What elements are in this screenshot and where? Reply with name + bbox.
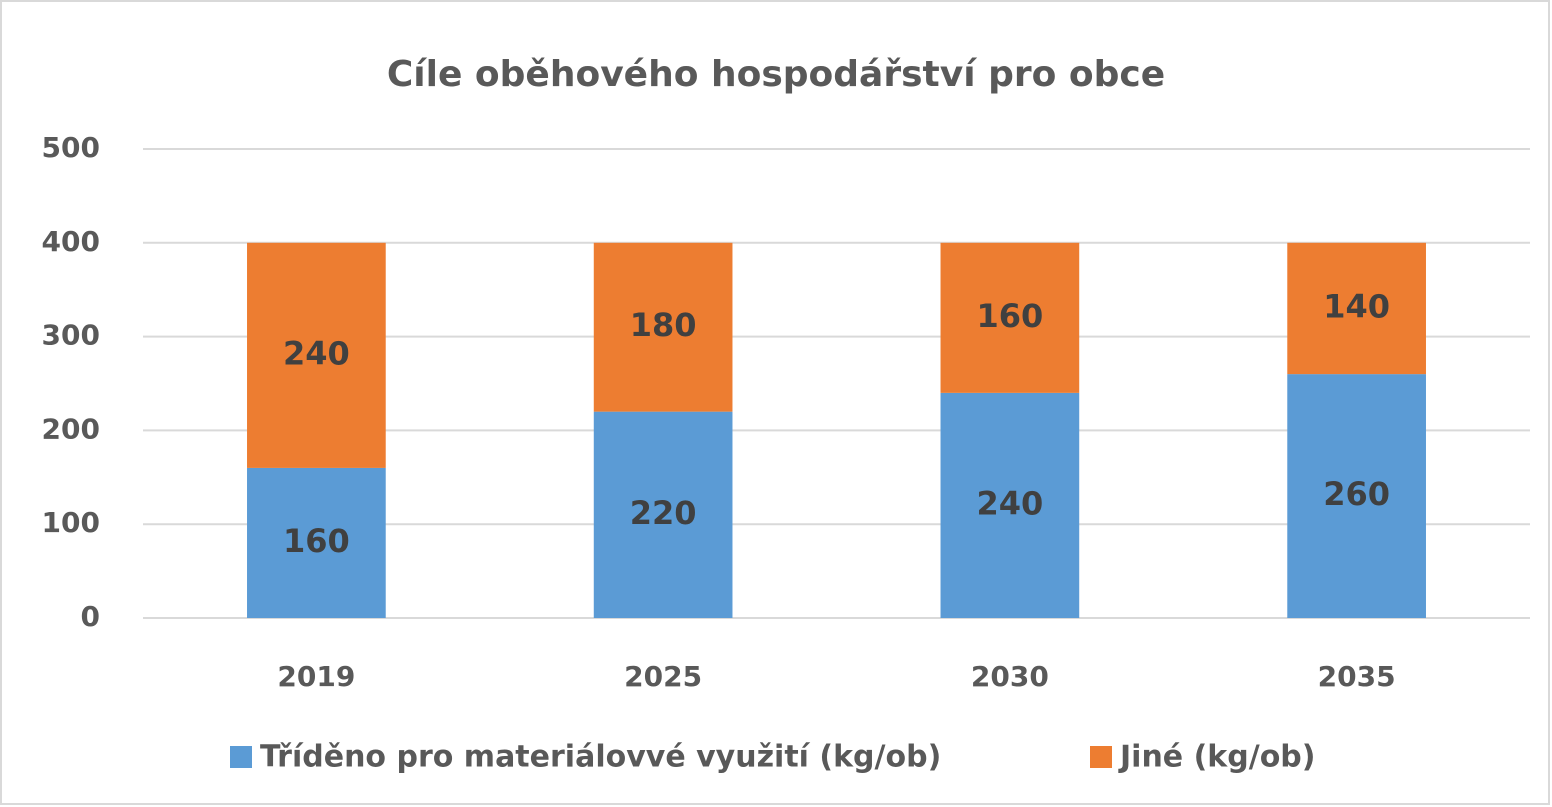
data-label: 160	[976, 297, 1043, 335]
x-tick-label: 2030	[971, 660, 1049, 693]
data-label: 260	[1323, 475, 1390, 513]
y-tick-label: 400	[42, 225, 100, 258]
y-tick-label: 500	[42, 131, 100, 164]
x-tick-label: 2035	[1318, 660, 1396, 693]
y-tick-label: 0	[81, 600, 100, 633]
bar-segment	[593, 411, 733, 618]
bar-segment	[1287, 242, 1426, 375]
data-label: 160	[283, 522, 350, 560]
bar-segment	[593, 242, 733, 412]
data-label: 180	[630, 306, 697, 344]
legend-swatch	[230, 746, 252, 768]
legend-label: Tříděno pro materiálovvé využití (kg/ob)	[260, 740, 941, 775]
x-tick-label: 2019	[277, 660, 355, 693]
data-label: 240	[283, 334, 350, 372]
bar-segment	[940, 242, 1080, 393]
y-tick-label: 300	[42, 319, 100, 352]
y-tick-label: 200	[42, 412, 100, 445]
data-label: 140	[1323, 287, 1390, 325]
bar-segment	[247, 242, 386, 468]
bar-segment	[247, 467, 386, 618]
y-tick-label: 100	[42, 506, 100, 539]
data-label: 220	[630, 494, 697, 532]
chart-title: Cíle oběhového hospodářství pro obce	[387, 54, 1165, 95]
x-tick-label: 2025	[624, 660, 702, 693]
bar-segment	[940, 392, 1080, 618]
bar-segment	[1287, 374, 1426, 618]
data-label: 240	[976, 484, 1043, 522]
legend-label: Jiné (kg/ob)	[1118, 740, 1315, 775]
legend-swatch	[1090, 746, 1112, 768]
